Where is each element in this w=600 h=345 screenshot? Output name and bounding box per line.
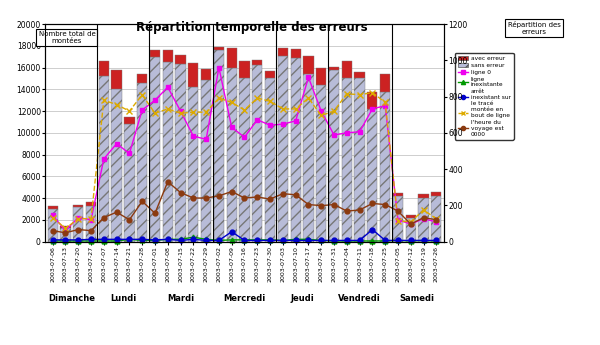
Bar — [406, 218, 416, 241]
Bar — [137, 83, 148, 242]
Bar — [112, 70, 122, 89]
Bar — [304, 56, 314, 74]
Bar — [86, 206, 96, 242]
Bar — [227, 48, 237, 68]
Bar — [124, 124, 134, 241]
Bar — [355, 78, 365, 242]
Bar — [201, 69, 211, 80]
Bar — [99, 76, 109, 242]
Bar — [406, 215, 416, 218]
Bar — [341, 61, 352, 78]
Bar — [393, 193, 403, 196]
Bar — [393, 196, 403, 241]
Text: Mardi: Mardi — [167, 294, 194, 303]
Text: Jeudi: Jeudi — [290, 294, 314, 303]
Bar — [163, 50, 173, 62]
Bar — [290, 49, 301, 58]
Bar — [265, 78, 275, 242]
Bar — [201, 80, 211, 242]
Legend: avec erreur, sans erreur, ligne 0, ligne
inexistante, arrêt
inexistant sur
le tr: avec erreur, sans erreur, ligne 0, ligne… — [455, 53, 514, 139]
Bar — [188, 63, 199, 87]
Text: Nombre total de
montées: Nombre total de montées — [38, 31, 95, 44]
Bar — [150, 50, 160, 57]
Text: Mercredi: Mercredi — [223, 294, 266, 303]
Bar — [73, 205, 83, 207]
Bar — [431, 196, 442, 241]
Text: Dimanche: Dimanche — [49, 294, 95, 303]
Bar — [355, 72, 365, 78]
Text: Samedi: Samedi — [400, 294, 434, 303]
Bar — [252, 60, 262, 66]
Bar — [329, 70, 339, 241]
Bar — [329, 67, 339, 70]
Bar — [239, 78, 250, 242]
Bar — [252, 66, 262, 242]
Bar — [175, 65, 185, 241]
Text: Lundi: Lundi — [110, 294, 136, 303]
Bar — [418, 194, 428, 198]
Bar — [304, 74, 314, 242]
Bar — [214, 47, 224, 50]
Bar — [278, 56, 288, 242]
Bar — [290, 58, 301, 241]
Bar — [278, 48, 288, 56]
Bar — [431, 191, 442, 196]
Bar — [265, 71, 275, 78]
Bar — [380, 74, 390, 91]
Bar — [61, 228, 71, 242]
Text: Répartition temporelle des erreurs: Répartition temporelle des erreurs — [136, 21, 368, 34]
Bar — [214, 50, 224, 241]
Bar — [86, 203, 96, 206]
Bar — [227, 68, 237, 242]
Bar — [124, 117, 134, 124]
Bar — [47, 206, 58, 209]
Bar — [239, 61, 250, 78]
Bar — [137, 74, 148, 83]
Bar — [367, 109, 377, 242]
Bar — [163, 62, 173, 242]
Text: Répartition des
erreurs: Répartition des erreurs — [508, 21, 560, 35]
Bar — [175, 55, 185, 65]
Bar — [380, 91, 390, 242]
Bar — [47, 209, 58, 242]
Bar — [316, 68, 326, 85]
Bar — [341, 78, 352, 242]
Bar — [99, 61, 109, 76]
Bar — [188, 87, 199, 241]
Bar — [112, 89, 122, 242]
Text: Vendredi: Vendredi — [338, 294, 381, 303]
Bar — [367, 91, 377, 109]
Bar — [316, 85, 326, 242]
Bar — [73, 207, 83, 242]
Bar — [150, 57, 160, 241]
Bar — [61, 226, 71, 228]
Bar — [418, 198, 428, 241]
